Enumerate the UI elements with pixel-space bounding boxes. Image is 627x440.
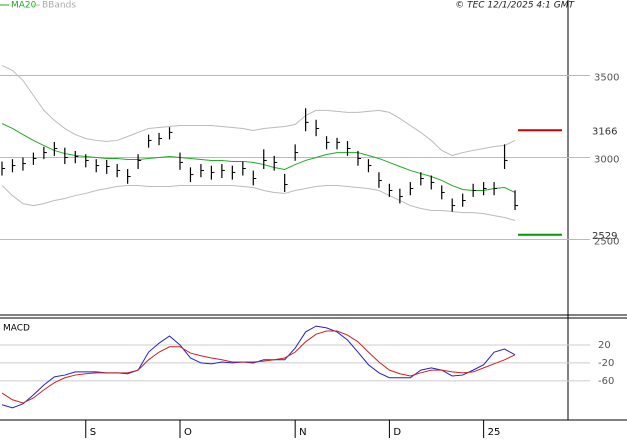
reference-label: 2529 xyxy=(592,231,617,242)
y-tick-label: 3000 xyxy=(594,155,619,166)
macd-title: MACD xyxy=(3,324,30,334)
reference-label: 3166 xyxy=(592,126,617,137)
y-tick-label: 2500 xyxy=(594,237,619,248)
x-tick-label: D xyxy=(393,427,401,438)
x-tick-label: S xyxy=(90,427,96,438)
x-tick-label: O xyxy=(184,427,192,438)
ma-line xyxy=(1,123,516,193)
y-tick-label: -20 xyxy=(598,358,614,369)
x-tick-label: 25 xyxy=(488,427,501,438)
y-tick-label: -60 xyxy=(598,376,614,387)
y-tick-label: 3500 xyxy=(594,72,619,83)
band-upper xyxy=(1,65,516,157)
band-lower xyxy=(1,185,516,221)
y-tick-label: 20 xyxy=(598,340,611,351)
legend-entry: BBands xyxy=(42,1,76,11)
x-tick-label: N xyxy=(299,427,306,438)
credit: © TEC 12/1/2025 4:1 GMT xyxy=(455,1,575,11)
legend-entry: MA20 xyxy=(11,1,37,11)
macd-line xyxy=(1,330,516,404)
